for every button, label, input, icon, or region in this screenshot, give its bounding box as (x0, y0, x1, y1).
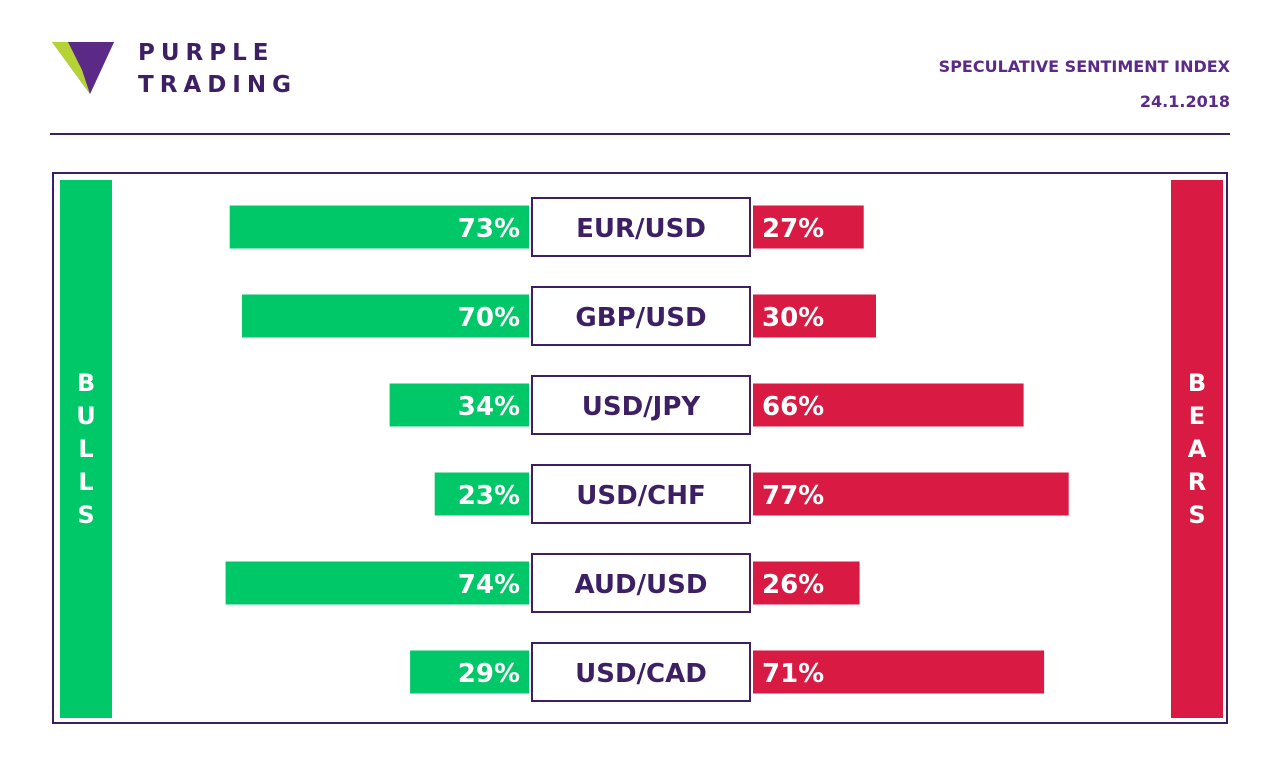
bulls-value-label: 29% (458, 659, 520, 689)
chart-frame (52, 172, 1228, 724)
pair-label: USD/CAD (575, 659, 707, 689)
bulls-letter: B (76, 368, 96, 397)
pair-label-box (531, 197, 751, 257)
bulls-value-label: 70% (458, 303, 520, 333)
pair-label-box (531, 464, 751, 524)
page-title: SPECULATIVE SENTIMENT INDEX (938, 57, 1230, 76)
bears-bar (753, 383, 1024, 427)
bears-bar (753, 650, 1045, 694)
bulls-value-label: 74% (458, 570, 520, 600)
bulls-bar (434, 472, 529, 516)
bears-value-label: 27% (762, 214, 824, 244)
bulls-value-label: 73% (458, 214, 520, 244)
bears-value-label: 71% (762, 659, 824, 689)
header: PURPLE TRADING SPECULATIVE SENTIMENT IND… (0, 0, 1280, 140)
bulls-value-label: 34% (458, 392, 520, 422)
bears-bar (753, 205, 864, 249)
header-divider (50, 133, 1230, 135)
brand-name-line1: PURPLE (138, 40, 275, 66)
bears-value-label: 66% (762, 392, 824, 422)
brand-logo[interactable]: PURPLE TRADING (52, 40, 312, 100)
report-date: 24.1.2018 (1139, 92, 1230, 111)
bears-letter: R (1187, 467, 1207, 496)
bears-letter: S (1188, 500, 1206, 529)
bulls-bar (389, 383, 529, 427)
pair-label-box (531, 642, 751, 702)
purple-trading-logo-icon (52, 42, 114, 94)
bulls-value-label: 23% (458, 481, 520, 511)
bears-bar (753, 472, 1069, 516)
bears-value-label: 30% (762, 303, 824, 333)
pair-label-box (531, 375, 751, 435)
brand-name-line2: TRADING (138, 72, 297, 98)
bears-value-label: 26% (762, 570, 824, 600)
bulls-letter: L (78, 434, 94, 463)
bulls-letter: S (77, 500, 95, 529)
pair-label: USD/JPY (582, 392, 702, 422)
bears-bar (753, 561, 860, 605)
bulls-bar (229, 205, 529, 249)
bulls-bar (225, 561, 529, 605)
bears-letter: B (1187, 368, 1207, 397)
pair-label: GBP/USD (575, 303, 706, 333)
bulls-letter: L (78, 467, 94, 496)
bulls-bar (410, 650, 529, 694)
pair-label-box (531, 286, 751, 346)
pair-label: AUD/USD (575, 570, 708, 600)
bears-bar (753, 294, 876, 338)
bulls-bar (242, 294, 529, 338)
pair-label: USD/CHF (576, 481, 706, 511)
pair-label: EUR/USD (576, 214, 706, 244)
bears-value-label: 77% (762, 481, 824, 511)
bears-letter: A (1187, 434, 1207, 463)
bears-letter: E (1188, 401, 1206, 430)
pair-label-box (531, 553, 751, 613)
bulls-letter: U (76, 401, 96, 430)
